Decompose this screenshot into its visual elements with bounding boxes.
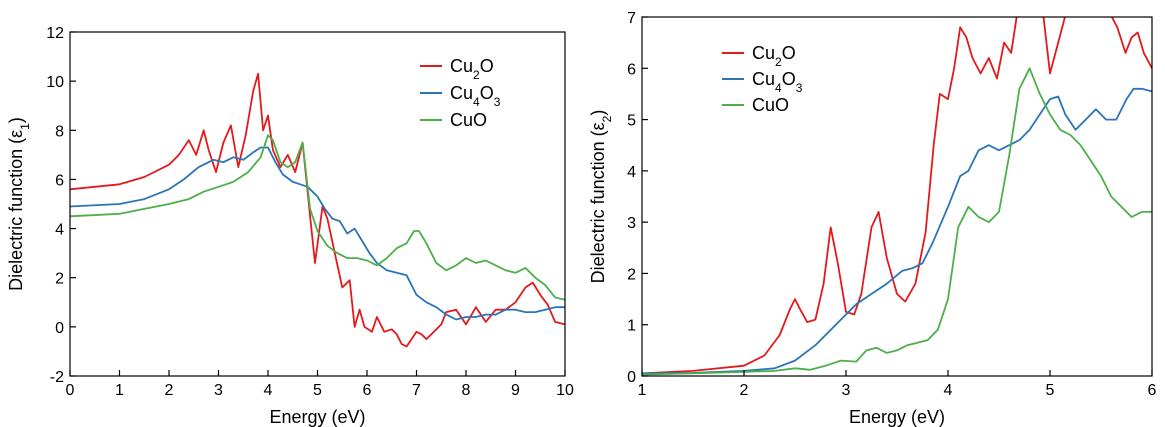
- y-tick-label: 6: [627, 61, 636, 78]
- y-tick-label: 7: [627, 10, 636, 27]
- legend-label-cu4o3: Cu4O3: [450, 83, 501, 109]
- y-tick-label: 1: [627, 318, 636, 335]
- y-tick-label: 8: [55, 123, 64, 140]
- y-tick-label: 4: [627, 164, 636, 181]
- x-tick-label: 3: [842, 382, 851, 399]
- y-tick-label: 5: [627, 113, 636, 130]
- y-tick-label: 2: [627, 266, 636, 283]
- x-tick-label: 1: [115, 382, 124, 399]
- y-axis-title: Dielectric function (ε2): [588, 110, 614, 284]
- series-line-cu4o3: [642, 87, 1152, 375]
- x-tick-label: 9: [511, 382, 520, 399]
- series-line-cuo: [642, 67, 1152, 376]
- y-tick-label: -2: [50, 369, 64, 386]
- y-tick-label: 4: [55, 222, 64, 239]
- y-tick-label: 0: [627, 369, 636, 386]
- x-tick-label: 4: [944, 382, 953, 399]
- series-line-cu2o: [70, 72, 565, 348]
- y-tick-label: 10: [46, 74, 64, 91]
- y-axis-title: Dielectric function (ε1): [6, 117, 32, 291]
- x-tick-label: 3: [214, 382, 223, 399]
- series-line-cu4o3: [70, 146, 565, 321]
- x-tick-label: 5: [313, 382, 322, 399]
- x-tick-label: 2: [740, 382, 749, 399]
- x-tick-label: 2: [165, 382, 174, 399]
- x-tick-label: 6: [363, 382, 372, 399]
- x-tick-label: 6: [1148, 382, 1157, 399]
- legend-label-cu2o: Cu2O: [450, 56, 494, 82]
- x-tick-label: 8: [462, 382, 471, 399]
- y-tick-label: 2: [55, 271, 64, 288]
- x-tick-label: 1: [638, 382, 647, 399]
- legend-label-cuo: CuO: [752, 95, 789, 115]
- y-tick-label: 0: [55, 320, 64, 337]
- x-axis-title: Energy (eV): [849, 407, 945, 427]
- y-tick-label: 6: [55, 172, 64, 189]
- x-axis-title: Energy (eV): [269, 407, 365, 427]
- legend-label-cuo: CuO: [450, 110, 487, 130]
- legend-label-cu4o3: Cu4O3: [752, 69, 803, 95]
- x-tick-label: 10: [556, 382, 574, 399]
- series-line-cu2o: [642, 17, 1152, 375]
- x-tick-label: 0: [66, 382, 75, 399]
- x-tick-label: 7: [412, 382, 421, 399]
- y-tick-label: 3: [627, 215, 636, 232]
- x-tick-label: 4: [264, 382, 273, 399]
- series-line-cuo: [70, 134, 565, 301]
- plot-frame: [641, 16, 1153, 377]
- y-tick-label: 12: [46, 25, 64, 42]
- x-tick-label: 5: [1046, 382, 1055, 399]
- legend-label-cu2o: Cu2O: [752, 43, 796, 69]
